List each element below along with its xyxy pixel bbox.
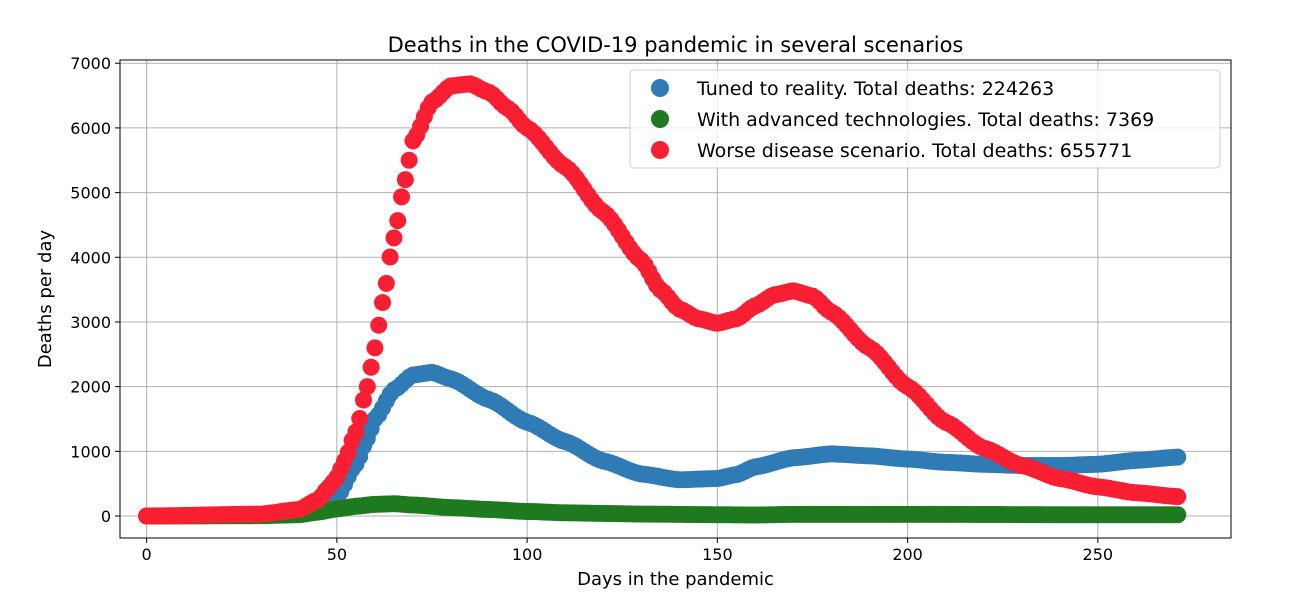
axis-ticks: 0 50 100 150 200 250 0 1000 2000 3000 4000 5000 6000… — [70, 54, 1113, 564]
y-tick-label: 3000 — [70, 313, 111, 332]
x-tick-label: 200 — [892, 545, 923, 564]
series-tuned — [138, 363, 1187, 525]
plot-frame — [119, 59, 1232, 539]
data-point — [347, 423, 365, 441]
legend-marker-tuned — [651, 79, 669, 97]
data-point — [396, 171, 414, 189]
data-point — [1169, 488, 1187, 506]
y-tick-label: 6000 — [70, 119, 111, 138]
data-point — [362, 358, 380, 376]
data-point — [400, 151, 418, 169]
legend-marker-advanced — [651, 110, 669, 128]
y-axis-title: Deaths per day — [35, 230, 56, 369]
x-tick-label: 50 — [327, 545, 347, 564]
legend-box — [629, 69, 1221, 169]
data-point — [355, 391, 373, 409]
data-point — [358, 378, 376, 396]
x-axis-title: Days in the pandemic — [577, 569, 774, 590]
data-point — [374, 294, 392, 312]
series-worse — [138, 75, 1187, 525]
data-point — [385, 229, 403, 247]
legend-label-tuned: Tuned to reality. Total deaths: 224263 — [696, 78, 1054, 100]
data-point — [393, 188, 411, 206]
y-tick-label: 2000 — [70, 378, 111, 397]
y-tick-label: 7000 — [70, 54, 111, 73]
y-tick-label: 0 — [101, 507, 111, 526]
data-point — [1169, 506, 1187, 524]
x-tick-label: 100 — [512, 545, 543, 564]
legend-label-advanced: With advanced technologies. Total deaths… — [697, 109, 1154, 131]
legend-label-worse: Worse disease scenario. Total deaths: 65… — [697, 140, 1132, 162]
data-point — [377, 274, 395, 292]
legend: Tuned to reality. Total deaths: 224263 W… — [629, 69, 1221, 169]
x-tick-label: 250 — [1083, 545, 1114, 564]
data-point — [381, 248, 399, 266]
y-tick-label: 1000 — [70, 442, 111, 461]
chart-title: Deaths in the COVID-19 pandemic in sever… — [388, 33, 964, 57]
legend-marker-worse — [651, 141, 669, 159]
data-point — [351, 410, 369, 428]
y-tick-label: 4000 — [70, 248, 111, 267]
data-point — [366, 339, 384, 357]
y-tick-label: 5000 — [70, 184, 111, 203]
data-point — [389, 212, 407, 230]
x-tick-label: 150 — [702, 545, 733, 564]
data-series — [138, 75, 1187, 525]
data-point — [1169, 448, 1187, 466]
x-tick-label: 0 — [142, 545, 152, 564]
data-point — [370, 316, 388, 334]
